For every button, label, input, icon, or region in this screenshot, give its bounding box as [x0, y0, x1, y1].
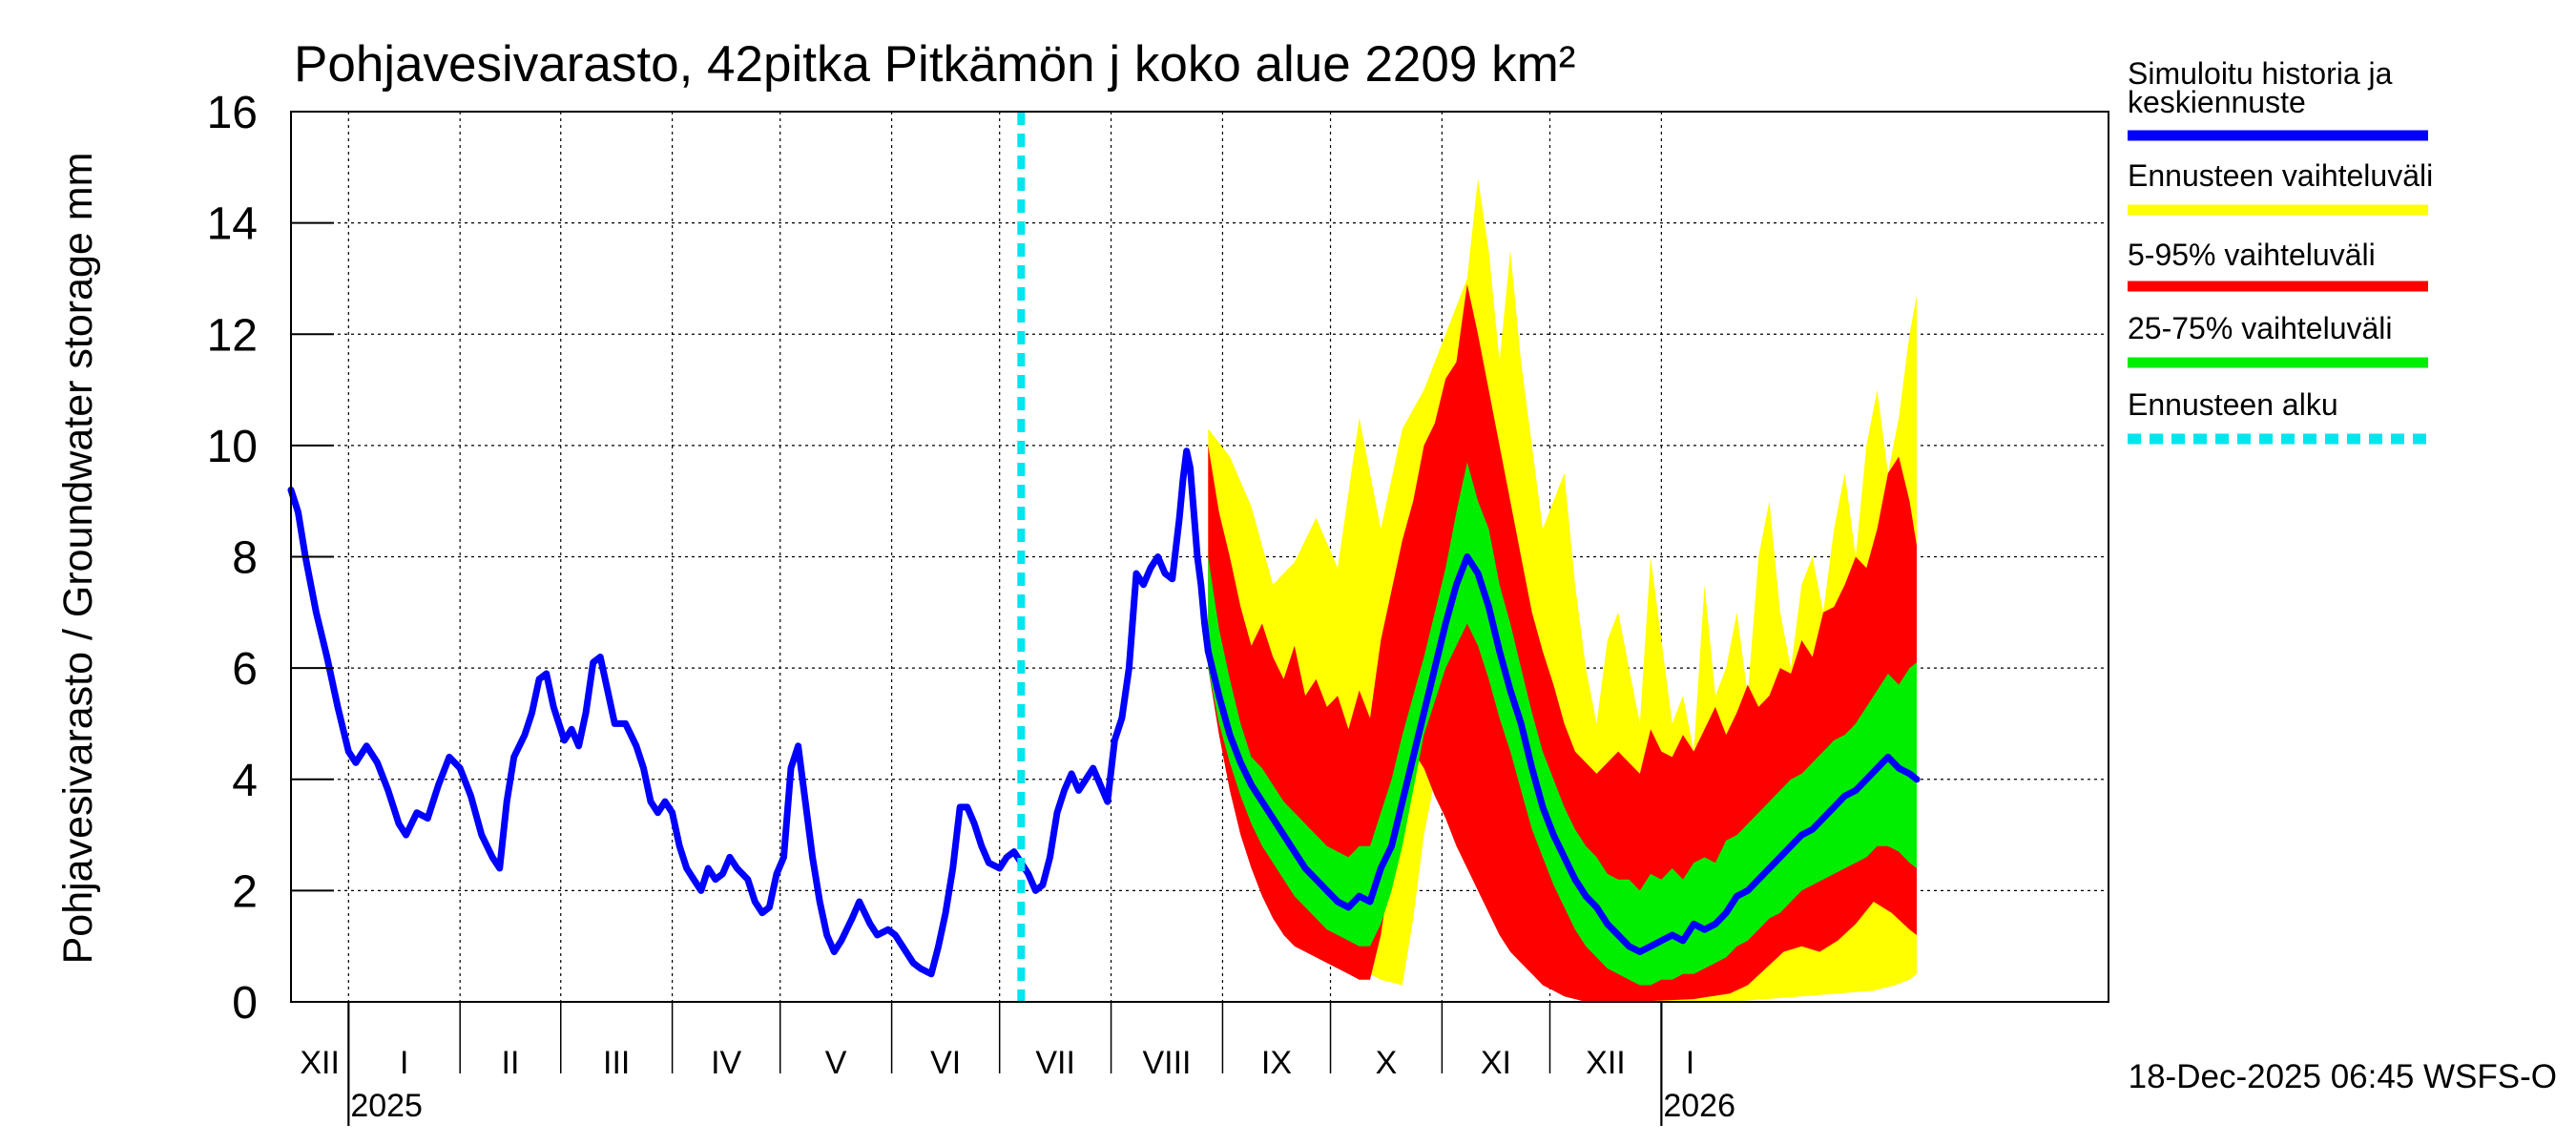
year-label: 2025	[350, 1088, 423, 1124]
month-label: I	[1686, 1045, 1694, 1081]
y-tick-label: 10	[207, 422, 258, 472]
legend-label: 5-95% vaihteluväli	[2128, 238, 2376, 272]
y-tick-label: 6	[232, 644, 258, 695]
month-label: III	[603, 1045, 630, 1081]
y-tick-label: 12	[207, 310, 258, 361]
y-tick-label: 16	[207, 88, 258, 138]
y-tick-label: 2	[232, 866, 258, 917]
median-forecast-line	[1204, 553, 1921, 955]
month-label: V	[825, 1045, 847, 1081]
series-lines	[287, 112, 1921, 1002]
month-label: X	[1376, 1045, 1398, 1081]
legend-label: 25-75% vaihteluväli	[2128, 311, 2393, 345]
month-label: XI	[1481, 1045, 1511, 1081]
month-label: IV	[711, 1045, 741, 1081]
legend-label: Ennusteen alku	[2128, 387, 2338, 422]
month-label: XII	[1586, 1045, 1626, 1081]
y-axis: 0 2 4 6 8 10 12 14 16	[207, 88, 334, 1029]
legend-label-line: Simuloitu historia ja	[2128, 56, 2393, 91]
month-label: II	[502, 1045, 520, 1081]
y-tick-label: 14	[207, 199, 258, 250]
y-tick-label: 8	[232, 533, 258, 584]
month-label: I	[400, 1045, 408, 1081]
month-label: VIII	[1142, 1045, 1191, 1081]
y-tick-label: 4	[232, 756, 258, 806]
month-label: XII	[300, 1045, 340, 1081]
month-label: VII	[1035, 1045, 1075, 1081]
footer-timestamp: 18-Dec-2025 06:45 WSFS-O	[2129, 1058, 2557, 1095]
chart-title: Pohjavesivarasto, 42pitka Pitkämön j kok…	[294, 36, 1575, 93]
history-line	[287, 448, 1212, 978]
month-label: IX	[1261, 1045, 1292, 1081]
month-label: VI	[930, 1045, 961, 1081]
year-label: 2026	[1663, 1088, 1735, 1124]
y-axis-label: Pohjavesivarasto / Groundwater storage m…	[55, 153, 101, 965]
legend-label-line: keskiennuste	[2128, 85, 2306, 119]
legend: Simuloitu historia ja keskiennuste Ennuste…	[2128, 56, 2433, 445]
legend-label: Ennusteen vaihteluväli	[2128, 158, 2433, 193]
legend-label: Simuloitu historia ja keskiennuste	[2128, 56, 2393, 119]
y-tick-label: 0	[232, 978, 258, 1029]
